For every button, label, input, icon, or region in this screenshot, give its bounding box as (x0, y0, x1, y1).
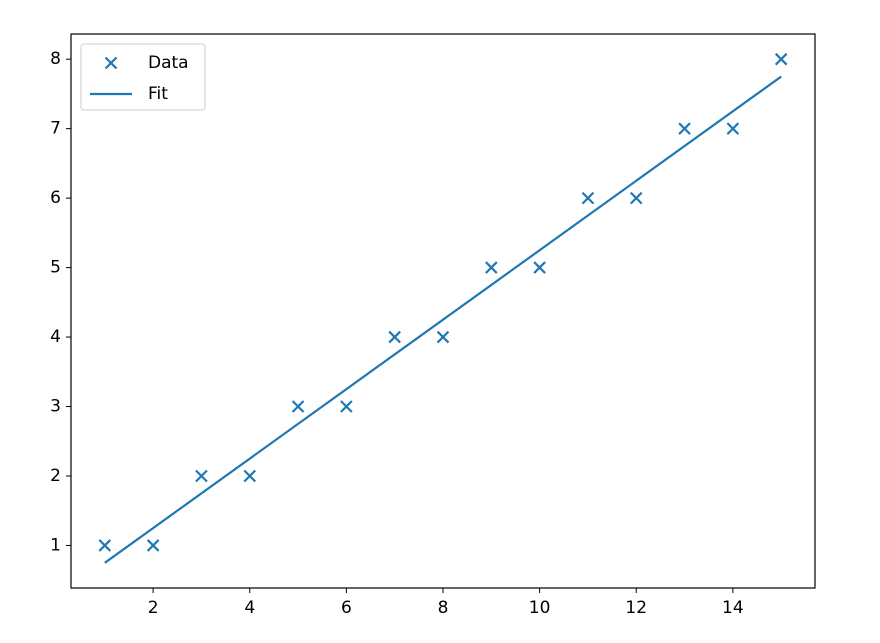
x-tick-label: 10 (529, 598, 551, 618)
marker (436, 330, 450, 344)
marker (678, 122, 691, 135)
x-tick-label: 8 (438, 598, 449, 618)
marker (485, 261, 498, 274)
x-tick-label: 12 (625, 598, 647, 618)
y-tick-label: 8 (50, 49, 61, 69)
marker (629, 191, 643, 205)
legend-label: Data (148, 53, 189, 73)
x-tick-label: 6 (341, 598, 352, 618)
marker (726, 122, 740, 135)
y-tick-label: 7 (50, 119, 61, 139)
y-tick-label: 1 (50, 535, 61, 555)
marker (291, 400, 305, 413)
marker (146, 539, 160, 552)
marker (533, 261, 546, 274)
x-tick-label: 4 (244, 598, 255, 618)
legend: Data Fit (80, 43, 206, 111)
y-tick-label: 3 (50, 397, 61, 417)
legend-marker (104, 56, 118, 70)
marker (774, 52, 788, 66)
fit-line (104, 75, 782, 564)
marker (98, 539, 112, 552)
y-tick-label: 4 (50, 327, 61, 347)
marker (581, 191, 595, 205)
marker (340, 400, 353, 413)
marker (243, 469, 257, 483)
y-tick-label: 2 (50, 466, 61, 486)
y-tick-label: 6 (50, 188, 61, 208)
marker (388, 330, 401, 344)
legend-label: Fit (148, 84, 168, 104)
x-tick-label: 14 (722, 598, 744, 618)
plot-frame (70, 33, 816, 589)
y-tick-label: 5 (50, 258, 61, 278)
marker (195, 469, 208, 483)
x-tick-label: 2 (148, 598, 159, 618)
